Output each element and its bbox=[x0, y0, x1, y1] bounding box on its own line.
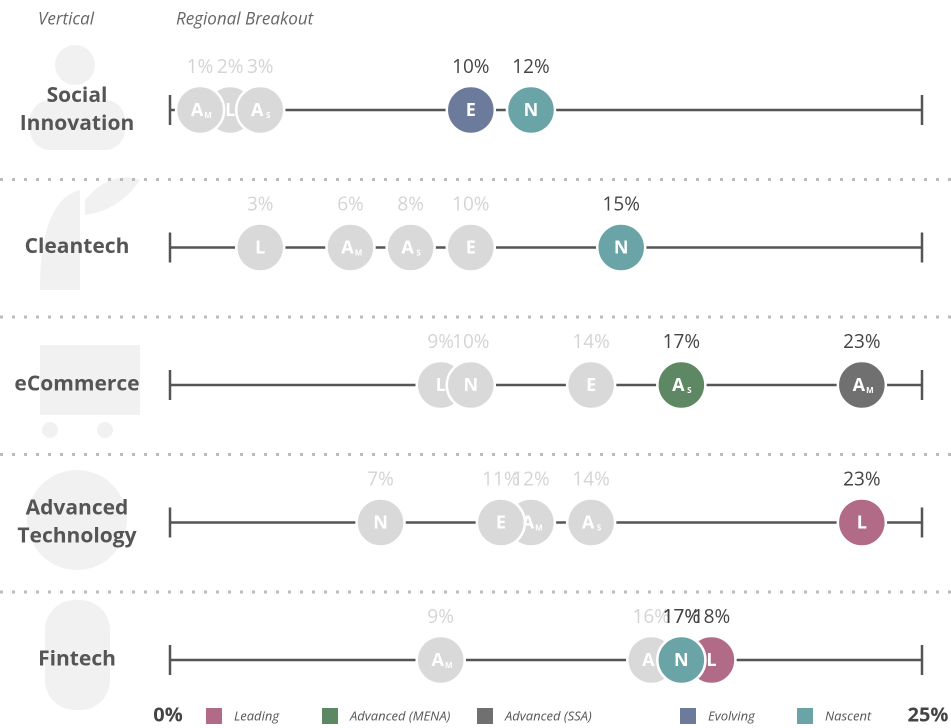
dot-subscript: S bbox=[597, 523, 602, 534]
value-label: 15% bbox=[602, 191, 639, 217]
dot-letter: A bbox=[341, 235, 354, 259]
dot bbox=[234, 222, 286, 273]
value-label: 18% bbox=[693, 603, 730, 629]
value-label: 17% bbox=[663, 603, 700, 629]
dot-letter: L bbox=[436, 373, 446, 397]
value-label: 10% bbox=[452, 191, 489, 217]
dot-subscript: M bbox=[355, 248, 363, 259]
dot-letter: A bbox=[853, 373, 866, 397]
dot bbox=[355, 497, 406, 548]
dot-subscript: S bbox=[266, 110, 271, 121]
dot-letter: N bbox=[614, 235, 629, 259]
value-label: 23% bbox=[843, 466, 880, 492]
value-label: 2% bbox=[217, 53, 244, 79]
category-label: Cleantech bbox=[25, 232, 130, 260]
dot-subscript: M bbox=[535, 523, 543, 534]
dot bbox=[234, 84, 286, 136]
legend-swatch bbox=[797, 708, 813, 724]
dot-subscript: S bbox=[416, 248, 421, 259]
category-label: Fintech bbox=[38, 645, 116, 673]
value-label: 9% bbox=[427, 328, 454, 354]
legend-swatch bbox=[206, 708, 222, 724]
dot bbox=[415, 634, 466, 686]
dot-letter: E bbox=[586, 373, 596, 397]
dot bbox=[445, 222, 497, 273]
legend-swatch bbox=[322, 708, 338, 724]
dot-letter: N bbox=[524, 98, 539, 122]
dot bbox=[174, 84, 226, 136]
value-label: 8% bbox=[397, 191, 424, 217]
value-label: 1% bbox=[187, 53, 214, 79]
legend-swatch bbox=[477, 708, 493, 724]
category-label: Social Innovation bbox=[20, 81, 135, 137]
dot bbox=[565, 359, 617, 411]
header: Regional Breakout bbox=[176, 7, 315, 30]
dot-subscript: M bbox=[445, 660, 453, 671]
dot-letter: N bbox=[674, 648, 689, 672]
legend-swatch bbox=[680, 708, 696, 724]
dot bbox=[445, 359, 497, 411]
dot-letter: L bbox=[255, 235, 265, 259]
icons bbox=[27, 45, 140, 710]
header: Vertical bbox=[38, 7, 95, 30]
axis-label: 25% bbox=[908, 700, 949, 727]
value-label: 7% bbox=[367, 466, 394, 492]
dot-letter: L bbox=[225, 98, 235, 122]
dot-letter: N bbox=[373, 510, 388, 534]
value-label: 6% bbox=[337, 191, 364, 217]
dot-letter: E bbox=[496, 510, 506, 534]
dot-letter: E bbox=[466, 235, 476, 259]
dot-letter: A bbox=[251, 98, 264, 122]
value-label: 10% bbox=[452, 328, 489, 354]
legend-label: Advanced (SSA) bbox=[504, 706, 592, 724]
value-label: 12% bbox=[512, 466, 549, 492]
legend-label: Evolving bbox=[708, 706, 756, 724]
value-label: 16% bbox=[633, 603, 670, 629]
dot-subscript: M bbox=[204, 110, 212, 121]
dot bbox=[565, 497, 617, 548]
dot-letter: A bbox=[401, 235, 414, 259]
dot-letter: A bbox=[672, 373, 685, 397]
value-label: 14% bbox=[572, 466, 609, 492]
dot bbox=[595, 222, 647, 273]
dot bbox=[385, 222, 436, 273]
value-label: 14% bbox=[572, 328, 609, 354]
legend-label: Nascent bbox=[825, 706, 872, 724]
dot bbox=[656, 634, 707, 686]
value-label: 9% bbox=[427, 603, 454, 629]
dot bbox=[505, 84, 557, 136]
dot bbox=[836, 359, 888, 411]
value-label: 3% bbox=[247, 53, 274, 79]
value-label: 11% bbox=[482, 466, 519, 492]
dot bbox=[325, 222, 376, 273]
dot bbox=[836, 497, 888, 548]
value-label: 12% bbox=[512, 53, 549, 79]
dot-subscript: M bbox=[866, 385, 874, 396]
dot-letter: L bbox=[857, 510, 867, 534]
category-label: Advanced Technology bbox=[17, 493, 136, 549]
value-label: 17% bbox=[663, 328, 700, 354]
dot-letter: E bbox=[466, 98, 476, 122]
dot-letter: A bbox=[432, 648, 445, 672]
category-label: eCommerce bbox=[14, 370, 139, 398]
dot-letter: A bbox=[582, 510, 595, 534]
dot bbox=[445, 84, 497, 136]
dot-letter: N bbox=[463, 373, 478, 397]
legend-label: Leading bbox=[234, 706, 280, 724]
dot-subscript: S bbox=[687, 385, 692, 396]
value-label: 23% bbox=[843, 328, 880, 354]
dot bbox=[656, 359, 707, 411]
dot bbox=[475, 497, 527, 548]
legend-label: Advanced (MENA) bbox=[349, 706, 451, 724]
value-label: 10% bbox=[452, 53, 489, 79]
value-label: 3% bbox=[247, 191, 274, 217]
dot-letter: A bbox=[642, 648, 655, 672]
dot-letter: L bbox=[706, 648, 716, 672]
value-label: 17% bbox=[663, 603, 700, 629]
dot-letter: A bbox=[191, 98, 204, 122]
axis-label: 0% bbox=[153, 700, 182, 727]
